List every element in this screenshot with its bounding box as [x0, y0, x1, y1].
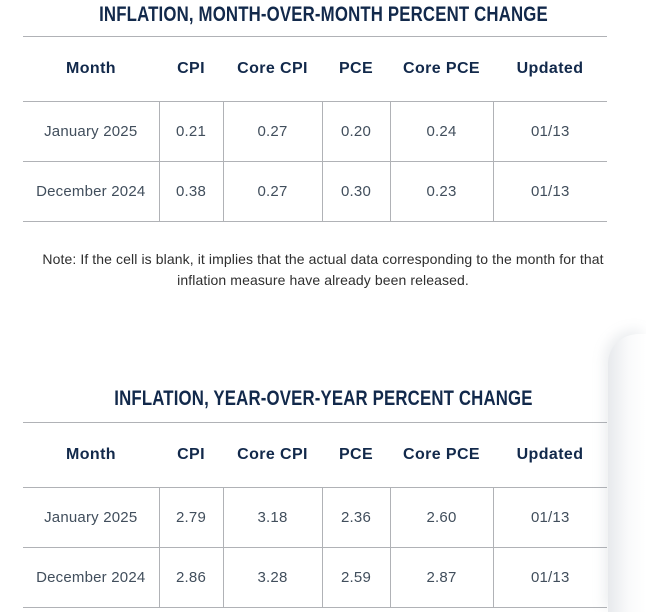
- value-cell-updated: 01/13: [492, 101, 607, 162]
- value-cell-cpi: 2.79: [158, 487, 223, 548]
- yoy-table-wrap: Month CPI Core CPI PCE Core PCE Updated Janua…: [23, 422, 607, 608]
- value-cell-core-cpi: 3.28: [222, 547, 322, 608]
- table-title-row-yoy: INFLATION, YEAR-OVER-YEAR PERCENT CHANGE: [0, 387, 646, 411]
- note-row: Note: If the cell is blank, it implies t…: [0, 249, 646, 291]
- month-cell: January 2025: [23, 487, 159, 548]
- mom-table-wrap: Month CPI Core CPI PCE Core PCE Updated Janua…: [23, 36, 607, 222]
- table-row: December 2024 2.86 3.28 2.59 2.87 01/13: [23, 547, 607, 608]
- mom-table-title: INFLATION, MONTH-OVER-MONTH PERCENT CHAN…: [98, 3, 548, 26]
- value-cell-core-pce: 2.87: [389, 547, 493, 608]
- value-cell-core-pce: 0.24: [389, 101, 493, 162]
- value-cell-cpi: 0.21: [158, 101, 223, 162]
- value-cell-updated: 01/13: [492, 547, 607, 608]
- month-cell: December 2024: [23, 547, 159, 608]
- column-header-pce: PCE: [322, 422, 390, 488]
- blank-cell-note: Note: If the cell is blank, it implies t…: [42, 251, 604, 288]
- column-header-core-cpi: Core CPI: [223, 422, 322, 488]
- table-title-row-mom: INFLATION, MONTH-OVER-MONTH PERCENT CHAN…: [0, 3, 646, 27]
- table-row: December 2024 0.38 0.27 0.30 0.23 01/13: [23, 161, 607, 222]
- column-header-updated: Updated: [493, 36, 607, 102]
- month-cell: January 2025: [23, 101, 159, 162]
- mom-inflation-table: Month CPI Core CPI PCE Core PCE Updated Janua…: [23, 36, 607, 222]
- column-header-cpi: CPI: [159, 36, 223, 102]
- value-cell-updated: 01/13: [492, 161, 607, 222]
- value-cell-core-cpi: 0.27: [222, 161, 322, 222]
- yoy-table-title: INFLATION, YEAR-OVER-YEAR PERCENT CHANGE: [113, 387, 533, 410]
- header-row: Month CPI Core CPI PCE Core PCE Updated: [23, 422, 607, 488]
- column-header-core-cpi: Core CPI: [223, 36, 322, 102]
- value-cell-updated: 01/13: [492, 487, 607, 548]
- value-cell-cpi: 2.86: [158, 547, 223, 608]
- table-row: January 2025 0.21 0.27 0.20 0.24 01/13: [23, 101, 607, 162]
- value-cell-pce: 0.20: [321, 101, 390, 162]
- column-header-month: Month: [23, 422, 159, 488]
- value-cell-core-cpi: 3.18: [222, 487, 322, 548]
- month-cell: December 2024: [23, 161, 159, 222]
- value-cell-core-pce: 2.60: [389, 487, 493, 548]
- value-cell-cpi: 0.38: [158, 161, 223, 222]
- column-header-updated: Updated: [493, 422, 607, 488]
- yoy-inflation-table: Month CPI Core CPI PCE Core PCE Updated Janua…: [23, 422, 607, 608]
- value-cell-core-cpi: 0.27: [222, 101, 322, 162]
- value-cell-pce: 0.30: [321, 161, 390, 222]
- value-cell-pce: 2.59: [321, 547, 390, 608]
- table-row: January 2025 2.79 3.18 2.36 2.60 01/13: [23, 487, 607, 548]
- column-header-core-pce: Core PCE: [390, 422, 493, 488]
- value-cell-core-pce: 0.23: [389, 161, 493, 222]
- column-header-core-pce: Core PCE: [390, 36, 493, 102]
- header-row: Month CPI Core CPI PCE Core PCE Updated: [23, 36, 607, 102]
- column-header-month: Month: [23, 36, 159, 102]
- column-header-cpi: CPI: [159, 422, 223, 488]
- value-cell-pce: 2.36: [321, 487, 390, 548]
- overlay-widget-edge: [608, 334, 646, 612]
- column-header-pce: PCE: [322, 36, 390, 102]
